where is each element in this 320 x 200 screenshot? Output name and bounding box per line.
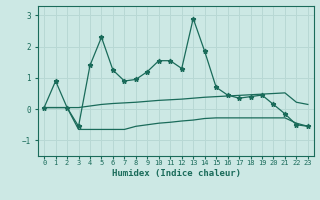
X-axis label: Humidex (Indice chaleur): Humidex (Indice chaleur) bbox=[111, 169, 241, 178]
